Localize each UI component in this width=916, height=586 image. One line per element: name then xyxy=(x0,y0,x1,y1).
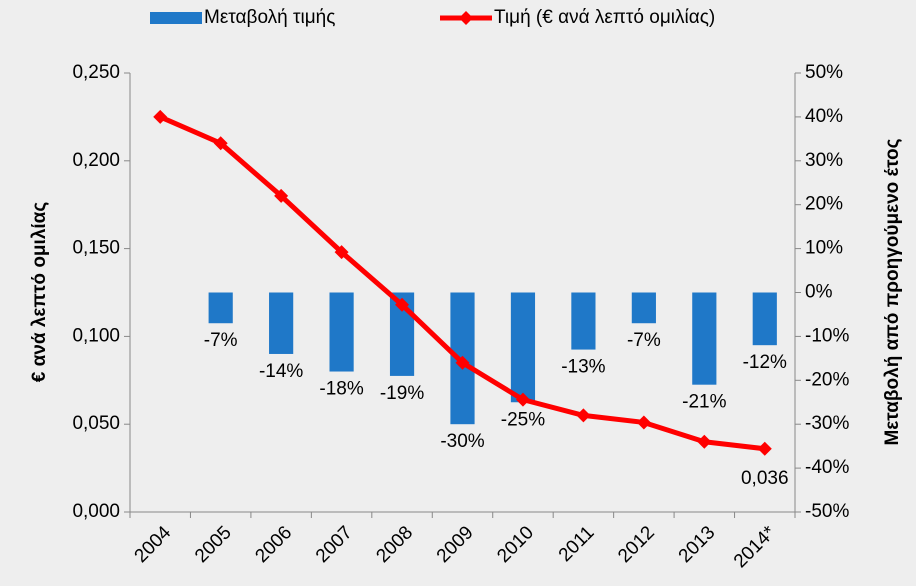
line-marker xyxy=(697,434,712,449)
y2-tick-label: -10% xyxy=(805,325,849,346)
bar xyxy=(631,292,656,324)
bar xyxy=(571,292,596,350)
y2-tick-label: 50% xyxy=(805,62,843,83)
y-tick-label: 0,200 xyxy=(72,150,120,171)
legend-label: Τιμή (€ ανά λεπτό ομιλίας) xyxy=(494,7,715,28)
legend-label: Μεταβολή τιμής xyxy=(204,7,335,28)
y-tick-label: 0,100 xyxy=(72,325,120,346)
bar-label: -19% xyxy=(380,383,424,404)
line-marker xyxy=(576,408,591,423)
bar-label: -7% xyxy=(204,330,238,351)
bar xyxy=(752,292,777,346)
line-marker xyxy=(395,297,410,312)
legend-marker xyxy=(459,11,473,25)
bar-label: -13% xyxy=(561,357,605,378)
y2-tick-label: -50% xyxy=(805,501,849,522)
bar-label: -12% xyxy=(743,352,787,373)
y-tick-label: 0,000 xyxy=(72,501,120,522)
bar xyxy=(510,292,536,403)
y2-tick-label: 30% xyxy=(805,150,843,171)
y2-tick-label: -20% xyxy=(805,369,849,390)
line-marker xyxy=(153,109,168,124)
bar-label: -30% xyxy=(440,431,484,452)
y-tick-label: 0,150 xyxy=(72,238,120,259)
bar xyxy=(269,292,294,354)
line-marker xyxy=(636,415,651,430)
line-marker xyxy=(274,188,289,203)
line-marker xyxy=(757,441,772,456)
y2-tick-label: 20% xyxy=(805,194,843,215)
legend-swatch xyxy=(150,12,202,24)
y-axis-title: € ανά λεπτό ομιλίας xyxy=(29,202,50,383)
y-tick-label: 0,050 xyxy=(72,413,120,434)
y2-tick-label: -40% xyxy=(805,457,849,478)
bar-label: -18% xyxy=(319,379,363,400)
y2-axis-title: Μεταβολή από προηγούμενο έτος xyxy=(882,138,903,445)
bar-label: -21% xyxy=(682,392,726,413)
bar xyxy=(692,292,717,385)
line-label: 0,036 xyxy=(741,468,789,489)
bar-label: -7% xyxy=(627,330,661,351)
y2-tick-label: -30% xyxy=(805,413,849,434)
bar-label: -25% xyxy=(501,409,545,430)
bar xyxy=(329,292,354,372)
bar xyxy=(208,292,233,324)
line-marker xyxy=(455,355,470,370)
y2-tick-label: 40% xyxy=(805,106,843,127)
bar-label: -14% xyxy=(259,361,303,382)
y2-tick-label: 0% xyxy=(805,282,833,303)
line-marker xyxy=(334,245,349,260)
y2-tick-label: 10% xyxy=(805,238,843,259)
line-marker xyxy=(515,392,530,407)
y-tick-label: 0,250 xyxy=(72,62,120,83)
line-marker xyxy=(213,136,228,151)
